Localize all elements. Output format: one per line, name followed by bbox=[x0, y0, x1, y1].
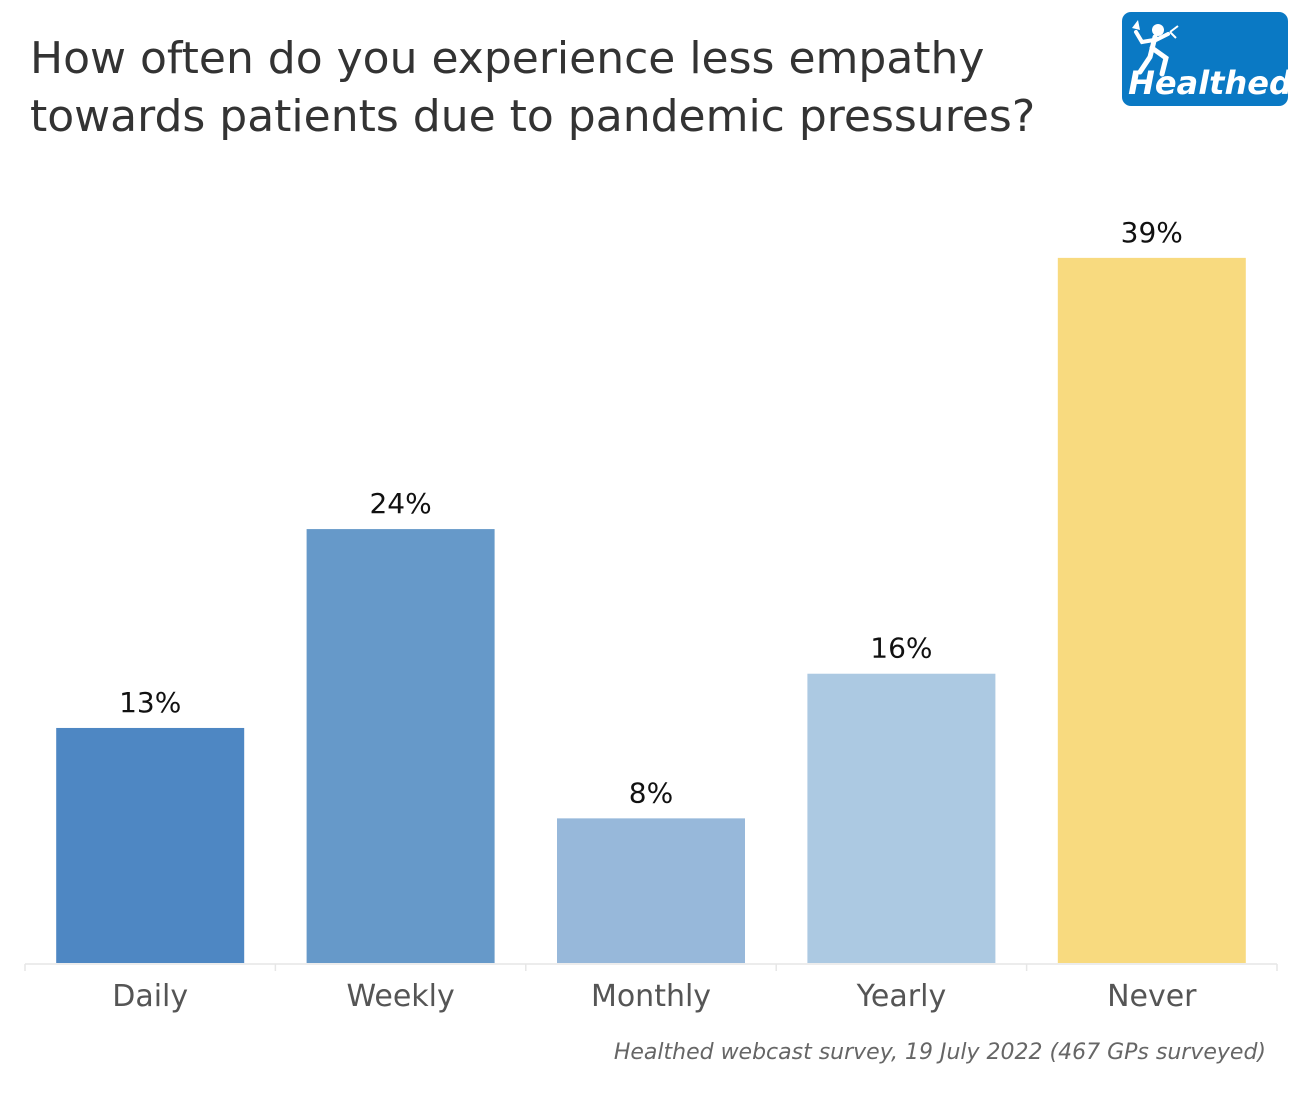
x-tick-label-daily: Daily bbox=[112, 979, 188, 1014]
value-label-monthly: 8% bbox=[629, 776, 673, 809]
bar-weekly[interactable] bbox=[306, 529, 495, 963]
chart-title: How often do you experience less empathy… bbox=[30, 30, 1110, 146]
value-labels-layer: 13% 24% 8% 16% 39% bbox=[119, 216, 1183, 809]
bar-daily[interactable] bbox=[56, 727, 245, 963]
value-label-daily: 13% bbox=[119, 686, 181, 719]
bar-yearly[interactable] bbox=[807, 673, 996, 963]
x-tick-label-weekly: Weekly bbox=[346, 979, 454, 1014]
healthed-logo[interactable]: Healthed bbox=[1122, 12, 1288, 106]
value-label-yearly: 16% bbox=[870, 632, 932, 665]
bar-monthly[interactable] bbox=[557, 818, 745, 963]
bar-never[interactable] bbox=[1057, 257, 1246, 963]
logo-graphic: Healthed bbox=[1122, 12, 1288, 106]
value-label-never: 39% bbox=[1121, 216, 1183, 249]
x-tick-label-monthly: Monthly bbox=[591, 979, 711, 1014]
x-axis: Daily Weekly Monthly Yearly Never bbox=[24, 963, 1278, 1014]
bars-layer bbox=[56, 257, 1246, 963]
logo-text: Healthed bbox=[1128, 64, 1288, 102]
x-tick-label-never: Never bbox=[1107, 979, 1197, 1014]
running-figure-icon bbox=[1132, 20, 1179, 77]
chart-title-line1: How often do you experience less empathy bbox=[30, 33, 985, 84]
source-note: Healthed webcast survey, 19 July 2022 (4… bbox=[613, 1040, 1266, 1065]
chart-title-line2: towards patients due to pandemic pressur… bbox=[30, 91, 1036, 142]
x-tick-label-yearly: Yearly bbox=[856, 979, 947, 1014]
value-label-weekly: 24% bbox=[369, 487, 431, 520]
